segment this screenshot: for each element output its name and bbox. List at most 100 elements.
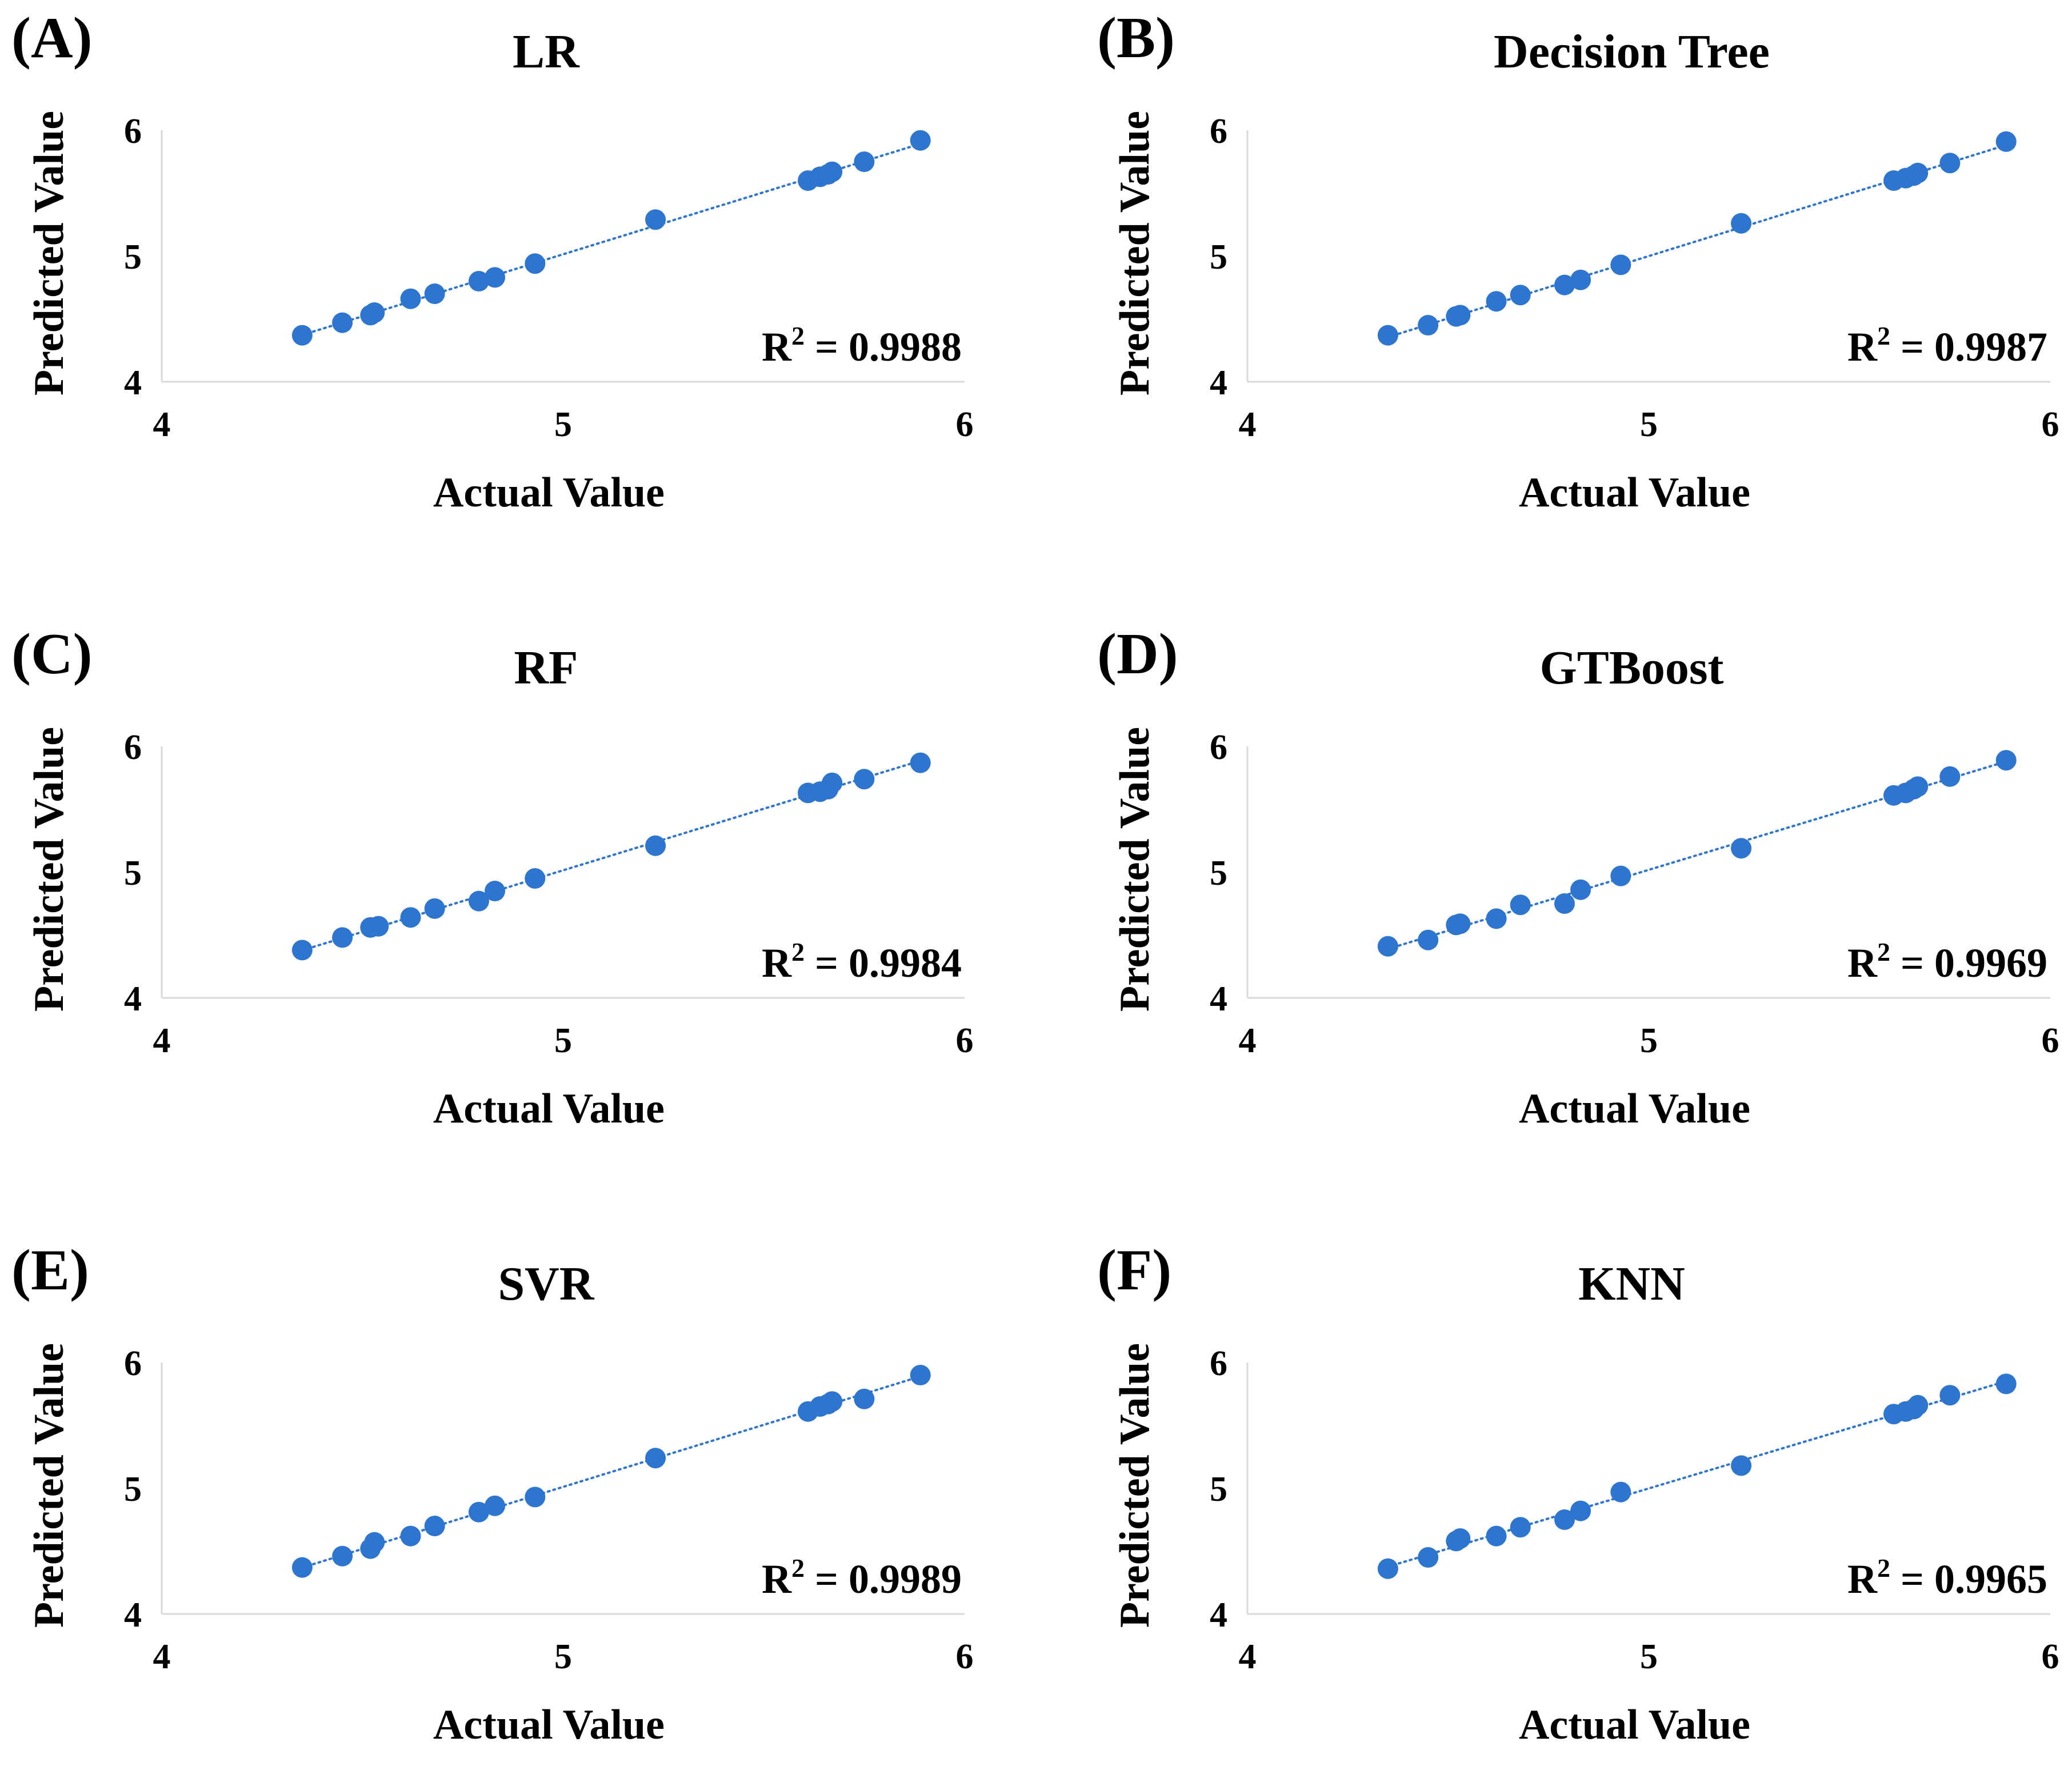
panel-label: (D) xyxy=(1097,622,1178,686)
y-tick-label: 6 xyxy=(124,112,142,151)
data-point xyxy=(485,1495,506,1516)
x-tick-label: 6 xyxy=(956,1637,974,1676)
y-axis-label: Predicted Value xyxy=(26,111,73,395)
data-point xyxy=(368,916,389,937)
x-axis-label: Actual Value xyxy=(1519,1085,1750,1132)
data-point xyxy=(1510,894,1531,916)
x-tick-label: 5 xyxy=(554,1021,572,1060)
data-point xyxy=(910,1365,931,1385)
data-point xyxy=(1450,305,1471,326)
chart-panel: (A) LR 4 5 6 4 5 6 Actual Value Predicted Value R2… xyxy=(11,6,974,516)
x-axis-label: Actual Value xyxy=(1519,469,1750,516)
data-point xyxy=(822,1391,843,1412)
r2-annotation: R2 = 0.9988 xyxy=(762,321,962,370)
data-point xyxy=(854,151,875,172)
data-point xyxy=(1554,274,1575,295)
data-point xyxy=(1939,1385,1961,1406)
y-axis-label: Predicted Value xyxy=(26,1343,73,1628)
panel-label: (A) xyxy=(11,6,93,70)
y-tick-label: 5 xyxy=(1210,1470,1227,1509)
x-tick-label: 6 xyxy=(2042,1021,2059,1060)
y-tick-label: 6 xyxy=(1210,1344,1227,1383)
data-point xyxy=(1570,1500,1591,1521)
data-point xyxy=(1995,750,2017,771)
chart-title: LR xyxy=(513,25,580,78)
x-tick-label: 5 xyxy=(1640,1637,1658,1676)
data-point xyxy=(1995,1373,2017,1395)
data-point xyxy=(364,302,385,323)
x-tick-label: 4 xyxy=(1239,1637,1257,1676)
chart-panel: (E) SVR 4 5 6 4 5 6 Actual Value Predicted Value R… xyxy=(11,1238,974,1748)
y-tick-label: 5 xyxy=(124,1470,142,1509)
data-point xyxy=(1939,153,1961,174)
data-point xyxy=(1450,913,1471,934)
data-point xyxy=(1418,1547,1439,1568)
x-tick-label: 5 xyxy=(1640,405,1658,444)
data-point xyxy=(400,288,421,309)
data-point xyxy=(291,940,313,961)
x-tick-label: 4 xyxy=(1239,1021,1257,1060)
data-point xyxy=(400,907,421,928)
data-point xyxy=(854,769,875,790)
data-point xyxy=(1610,865,1631,886)
chart-panel: (B) Decision Tree 4 5 6 4 5 6 Actual Value Predic… xyxy=(1097,6,2059,516)
r2-annotation: R2 = 0.9984 xyxy=(762,937,962,986)
y-tick-label: 5 xyxy=(1210,238,1227,277)
data-point xyxy=(1907,1395,1929,1416)
r2-annotation: R2 = 0.9987 xyxy=(1847,321,2047,370)
y-tick-label: 6 xyxy=(1210,728,1227,767)
y-tick-label: 5 xyxy=(124,238,142,277)
y-axis-label: Predicted Value xyxy=(1111,111,1158,395)
data-point xyxy=(854,1388,875,1409)
data-point xyxy=(910,130,931,151)
x-tick-label: 4 xyxy=(153,405,171,444)
data-point xyxy=(468,271,489,291)
r2-annotation: R2 = 0.9969 xyxy=(1847,937,2047,986)
y-axis-label: Predicted Value xyxy=(1111,727,1158,1012)
data-point xyxy=(1510,1517,1531,1538)
data-point xyxy=(468,890,489,912)
panel-label: (B) xyxy=(1097,6,1175,70)
chart-panel: (C) RF 4 5 6 4 5 6 Actual Value Predicted Value R2… xyxy=(11,622,974,1132)
data-point xyxy=(1377,325,1398,346)
chart-title: Decision Tree xyxy=(1494,25,1770,78)
data-point xyxy=(1731,1455,1752,1476)
x-axis-label: Actual Value xyxy=(433,1085,665,1132)
data-point xyxy=(468,1501,489,1523)
y-tick-label: 4 xyxy=(124,980,142,1018)
data-point xyxy=(1610,254,1631,275)
data-point xyxy=(424,283,445,304)
chart-title: KNN xyxy=(1578,1257,1685,1310)
data-point xyxy=(1939,766,1961,787)
data-point xyxy=(525,253,546,274)
chart-title: SVR xyxy=(498,1257,594,1310)
panel-label: (C) xyxy=(11,622,93,686)
data-point xyxy=(1486,291,1507,312)
data-point xyxy=(1418,929,1439,950)
x-tick-label: 5 xyxy=(554,1637,572,1676)
data-point xyxy=(645,1448,666,1469)
data-point xyxy=(291,1557,313,1578)
data-point xyxy=(1418,315,1439,335)
x-tick-label: 4 xyxy=(153,1637,171,1676)
data-point xyxy=(822,161,843,182)
data-point xyxy=(424,898,445,919)
x-tick-label: 6 xyxy=(2042,1637,2059,1676)
x-tick-label: 6 xyxy=(956,1021,974,1060)
panel-label: (F) xyxy=(1097,1238,1171,1302)
y-tick-label: 6 xyxy=(124,1344,142,1383)
data-point xyxy=(1995,131,2017,152)
data-point xyxy=(485,267,506,288)
data-point xyxy=(1377,1558,1398,1579)
panel-label: (E) xyxy=(11,1238,89,1302)
x-axis-label: Actual Value xyxy=(1519,1701,1750,1748)
x-tick-label: 5 xyxy=(1640,1021,1658,1060)
data-point xyxy=(485,881,506,901)
x-axis-label: Actual Value xyxy=(433,1701,665,1748)
data-point xyxy=(1731,838,1752,859)
data-point xyxy=(1610,1481,1631,1503)
r2-annotation: R2 = 0.9989 xyxy=(762,1553,962,1602)
data-point xyxy=(1907,776,1929,797)
y-tick-label: 6 xyxy=(124,728,142,767)
y-tick-label: 4 xyxy=(1210,980,1227,1018)
